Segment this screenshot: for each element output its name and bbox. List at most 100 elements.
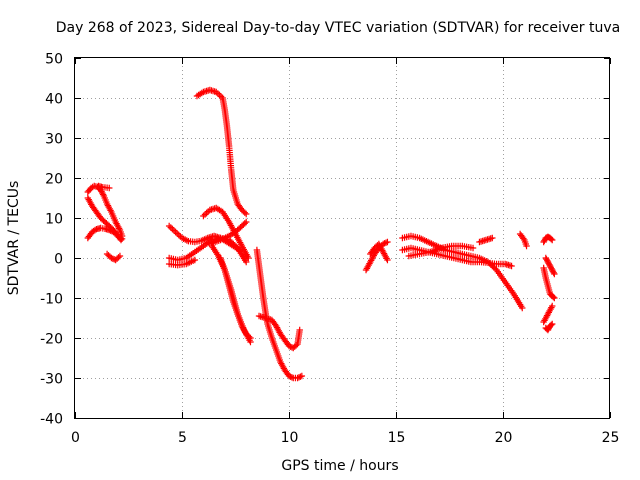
y-tick-label: -30 — [40, 372, 63, 388]
data-marker — [111, 256, 118, 263]
series-arc-i3 — [542, 320, 556, 334]
data-point — [384, 256, 391, 264]
series-arc-i2 — [540, 302, 556, 326]
data-marker — [520, 235, 527, 242]
data-marker — [203, 209, 210, 217]
grid — [75, 58, 610, 418]
y-tick-label: 10 — [45, 212, 63, 228]
data-marker — [245, 333, 253, 340]
data-marker — [292, 342, 300, 349]
data-point — [285, 372, 293, 380]
data-marker — [175, 231, 182, 239]
y-tick-label: 40 — [45, 92, 63, 108]
data-point — [551, 270, 558, 278]
x-tick-label: 10 — [281, 430, 299, 446]
data-point — [469, 244, 477, 252]
y-tick-label: 0 — [54, 252, 63, 268]
data-point — [508, 262, 515, 270]
y-tick-label: 50 — [45, 52, 63, 68]
data-point — [247, 334, 254, 342]
data-point — [285, 342, 293, 350]
x-tick-label: 0 — [71, 430, 80, 446]
plot-frame — [74, 57, 610, 419]
series-arc-e1 — [253, 246, 306, 382]
series-arc-e2 — [255, 312, 303, 352]
data-point — [106, 226, 113, 234]
data-marker — [241, 209, 248, 216]
series-arc-f2 — [367, 240, 391, 264]
data-marker — [297, 373, 304, 380]
series-arc-a5 — [103, 250, 124, 264]
series-arc-g3 — [405, 242, 477, 260]
data-marker — [288, 344, 296, 351]
series-arc-h1 — [516, 230, 530, 250]
data-point — [172, 228, 179, 236]
data-marker — [381, 240, 388, 247]
data-marker — [547, 235, 555, 243]
series-arc-g4 — [476, 234, 496, 246]
data-marker — [107, 227, 114, 234]
data-marker — [91, 226, 99, 234]
data-marker — [382, 239, 390, 246]
data-point — [243, 218, 250, 226]
x-tick-label: 20 — [495, 430, 513, 446]
y-tick-label: -40 — [40, 412, 63, 428]
data-point — [549, 236, 556, 244]
data-point — [384, 238, 391, 246]
data-point — [523, 242, 530, 250]
y-tick-label: 30 — [45, 132, 63, 148]
data-point — [551, 294, 558, 302]
x-axis-label: GPS time / hours — [281, 458, 398, 474]
data-point — [191, 256, 199, 264]
data-point — [108, 254, 115, 262]
data-point — [245, 254, 252, 262]
series-arc-a3 — [95, 182, 113, 192]
data-marker — [117, 234, 124, 242]
y-tick-label: -20 — [40, 332, 63, 348]
data-point — [165, 222, 173, 230]
data-point — [243, 258, 250, 266]
series-arc-i5 — [540, 233, 556, 246]
x-tick-label: 25 — [602, 430, 620, 446]
data-marker — [287, 373, 294, 380]
data-point — [296, 326, 303, 334]
data-marker — [547, 321, 555, 329]
series-arc-a4 — [84, 224, 126, 242]
data-marker — [288, 374, 296, 381]
series-arc-b3 — [165, 256, 199, 269]
data-point — [118, 235, 126, 242]
data-marker — [201, 211, 209, 218]
series-arc-c1 — [193, 86, 250, 218]
data-point — [294, 374, 301, 382]
y-tick-label: -10 — [40, 292, 63, 308]
data-marker — [550, 293, 557, 301]
data-marker — [550, 269, 557, 276]
data-marker — [241, 220, 248, 227]
x-tick-label: 5 — [178, 430, 187, 446]
data-marker — [295, 374, 303, 381]
data-point — [213, 88, 220, 96]
data-point — [243, 210, 250, 218]
x-tick-label: 15 — [388, 430, 406, 446]
data-marker — [99, 191, 107, 198]
series-arc-i1 — [540, 264, 558, 302]
series-arc-b5 — [206, 218, 250, 248]
data-marker — [167, 224, 174, 231]
data-marker — [173, 230, 181, 237]
axes: 0 5 10 15 20 25 50 40 30 20 10 0 -10 -20 -30 -40 — [40, 52, 619, 447]
data-marker — [170, 227, 178, 234]
data-point — [549, 302, 556, 310]
series-arc-d2 — [217, 254, 254, 342]
chart-title: Day 268 of 2023, Sidereal Day-to-day VTE… — [56, 20, 620, 36]
data-point — [489, 234, 496, 242]
y-axis-label: SDTVAR / TECUs — [6, 181, 22, 296]
data-marker — [216, 91, 223, 99]
data-point — [106, 184, 113, 192]
data-point — [549, 320, 556, 328]
y-tick-label: 20 — [45, 172, 63, 188]
data-marker — [169, 225, 176, 233]
series-arc-i4 — [542, 254, 558, 278]
data-point — [200, 212, 207, 220]
data-point — [519, 304, 526, 312]
